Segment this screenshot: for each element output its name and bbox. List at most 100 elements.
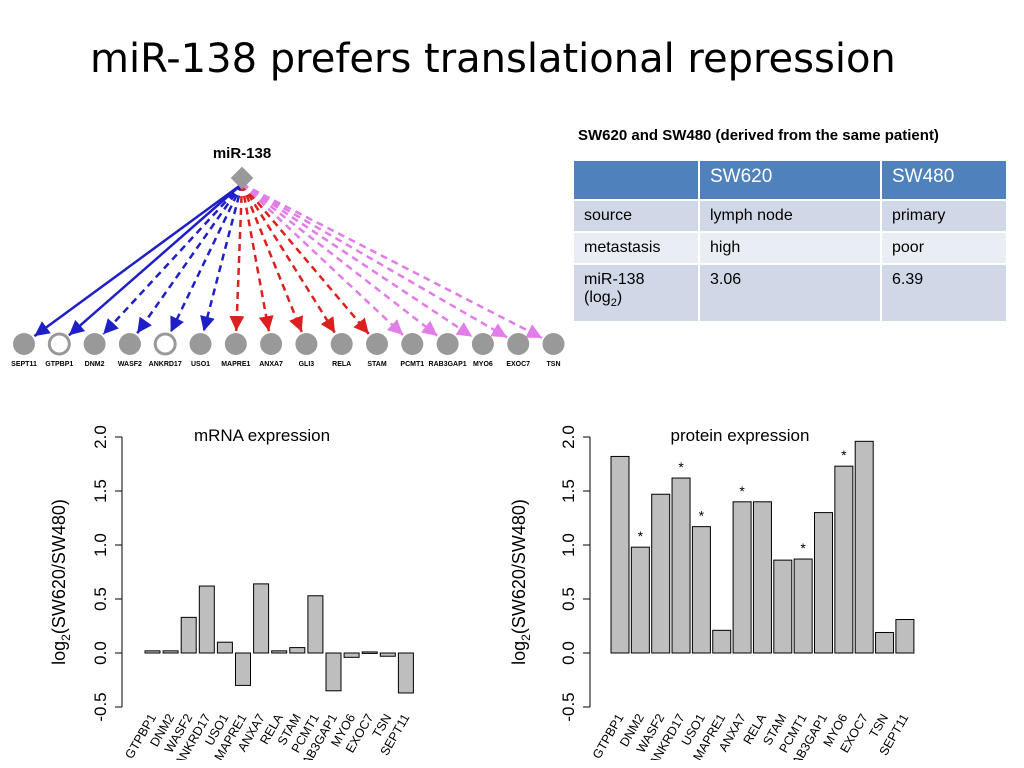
hub-node [230,166,254,190]
network-diagram: SEPT11 GTPBP1 DNM2 WASF2 ANKRD17 USO1 MAPRE1 AN… [11,145,565,368]
bar-sept11 [397,652,414,694]
y-axis-label-main: log [49,641,69,665]
y-tick-label: 1.5 [91,479,110,503]
protein-expression-chart: -0.5 0.0 0.5 1.0 1.5 2.0 log2(SW620/SW480) prot… [509,425,915,760]
node-dnm2 [83,333,106,355]
cell-sw620: high [698,231,882,265]
edge-myo6 [241,182,473,338]
header-cell-empty [572,159,700,201]
edge-gtpbp1 [68,183,243,337]
y-tick-label: 0.5 [91,587,110,611]
edge-uso1 [200,183,244,332]
cell-sw620: lymph node [698,199,882,233]
mrna-expression-chart: -0.5 0.0 0.5 1.0 1.5 2.0 log2(SW620/SW480) mRNA… [49,425,414,760]
bar-anxa7 [732,501,752,654]
row-label-prefix: (log [584,289,611,306]
row-label-main: miR-138 [584,271,645,288]
bar-uso1 [691,526,711,654]
row-label: source [572,199,700,233]
bar-tsn [379,652,396,657]
edge-rab3gap1 [241,183,439,337]
edge-pcmt1 [241,183,404,336]
edge-anxa7 [240,183,274,332]
cell-line-table: SW620 SW480 source lymph node primary me… [572,159,1008,323]
table-caption: SW620 and SW480 (derived from the same p… [578,127,939,144]
edge-gli3 [240,183,304,333]
bar-dnm2 [162,650,179,654]
y-tick-label: -0.5 [559,692,578,721]
bar-stam [289,647,306,654]
edge-mapre1 [229,183,245,332]
node-sept11 [13,333,35,355]
header-cell-sw480: SW480 [880,159,1008,201]
table-row: miR-138 (log2) 3.06 6.39 [572,263,1008,323]
bar-stam [773,559,793,654]
node-label: RAB3GAP1 [429,361,467,368]
node-exoc7 [507,333,530,355]
chart-title: mRNA expression [194,426,330,445]
y-axis-label-main: log [509,641,529,665]
node-uso1 [189,333,212,355]
y-tick-label: 0.0 [559,641,578,665]
y-axis-label-subscript: 2 [519,634,533,641]
edge-sept11 [33,182,243,338]
table-row: metastasis high poor [572,231,1008,265]
y-tick-label: 1.0 [91,533,110,557]
node-label: USO1 [191,361,210,368]
node-label: EXOC7 [506,361,530,368]
significance-marker: * [638,528,644,544]
significance-marker: * [699,508,705,524]
y-axis-label: log2(SW620/SW480) [49,499,73,665]
node-gtpbp1 [47,332,71,356]
node-label: TSN [547,361,561,368]
chart-title: protein expression [671,426,810,445]
y-axis-label-rest: (SW620/SW480) [509,499,529,634]
edge-stam [241,183,370,335]
bar-pcmt1 [793,558,813,654]
node-label: GLI3 [299,361,315,368]
bar-dnm2 [630,546,650,654]
node-label: ANKRD17 [149,361,182,368]
node-myo6 [471,333,494,355]
bar-ankrd17 [198,585,215,654]
bar-wasf2 [651,493,671,654]
y-axis-label-subscript: 2 [59,634,73,641]
bar-tsn [875,631,895,654]
node-mapre1 [224,333,247,355]
y-tick-label: -0.5 [91,692,110,721]
header-cell-sw620: SW620 [698,159,882,201]
bar-gtpbp1 [144,650,161,654]
bar-gtpbp1 [610,455,630,654]
node-gli3 [295,333,318,355]
node-label: GTPBP1 [45,361,73,368]
bar-myo6 [343,652,360,658]
node-rela [330,333,353,355]
node-anxa7 [260,333,283,355]
bar-ankrd17 [671,477,691,654]
significance-marker: * [841,447,847,463]
bar-exoc7 [854,440,874,654]
bar-rab3gap1 [325,652,342,692]
bar-rela [271,650,288,654]
cell-sw480: primary [880,199,1008,233]
cell-sw480: 6.39 [880,263,1008,323]
node-ankrd17 [153,332,177,356]
significance-marker: * [739,483,745,499]
node-wasf2 [118,333,141,355]
bar-mapre1 [712,629,732,654]
significance-marker: * [678,459,684,475]
significance-marker: * [800,540,806,556]
hub-label: miR-138 [213,145,271,162]
edge-ankrd17 [169,183,244,333]
bar-pcmt1 [307,595,324,654]
y-tick-label: 0.0 [91,641,110,665]
table-row: source lymph node primary [572,199,1008,233]
bar-uso1 [216,641,233,654]
bar-rela [752,501,772,654]
edge-wasf2 [136,183,244,334]
bar-myo6 [834,465,854,654]
y-tick-label: 2.0 [91,425,110,449]
node-label: SEPT11 [11,361,37,368]
y-axis-label-rest: (SW620/SW480) [49,499,69,634]
bar-exoc7 [361,651,378,654]
